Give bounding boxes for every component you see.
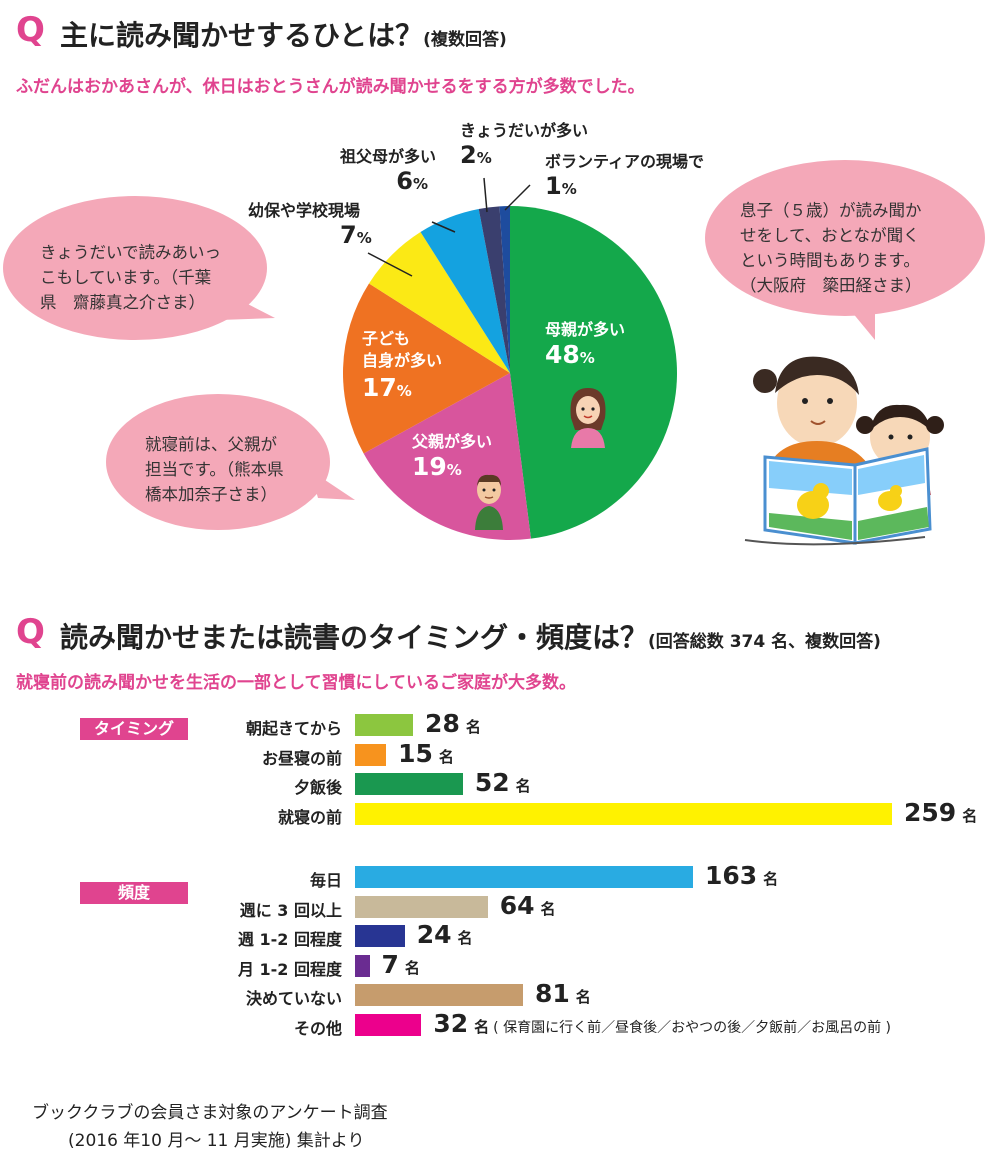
bar-value-0-2: 52 名 (474, 768, 531, 797)
pie-slice-2 (342, 283, 510, 454)
comment-father: 就寝前は、父親が 担当です。（熊本県 橋本加奈子さま） (145, 435, 284, 504)
pie-value-sofubo: 6 (396, 167, 413, 195)
group-tag-1: 頻度 (80, 882, 188, 904)
speech-bubble-left-top (3, 196, 275, 340)
q-mark-2: Q (16, 612, 45, 652)
bar-0-2 (355, 773, 463, 795)
bar-0-0 (355, 714, 414, 736)
bar-0-1 (355, 744, 387, 766)
bar-note: ( 保育園に行く前／昼食後／おやつの後／夕飯前／お風呂の前 ) (493, 1020, 891, 1036)
pie-slice-0 (510, 206, 678, 539)
bar-value-1-4: 81 名 (534, 979, 591, 1008)
pie-label-father: 父親が多い 19% (412, 432, 493, 481)
question-title-text: 主に読み聞かせするひとは？ (60, 19, 424, 52)
bar-1-5 (355, 1014, 422, 1036)
speech-bubble-right (705, 160, 985, 340)
question-title-2: 読み聞かせまたは読書のタイミング・頻度は？(回答総数 374 名、複数回答) (60, 616, 881, 656)
question-note: (回答総数 374 名、複数回答) (648, 632, 881, 652)
bar-label-1-0: 毎日 (309, 871, 342, 890)
pie-slice-6 (499, 206, 510, 373)
question-title-text: 読み聞かせまたは読書のタイミング・頻度は？ (60, 621, 649, 654)
bar-label-0-0: 朝起きてから (245, 719, 342, 738)
pie-label-sofubo: 祖父母が多い 6% (340, 147, 437, 195)
bar-label-0-1: お昼寝の前 (261, 749, 342, 768)
mother-icon (570, 388, 606, 448)
pie-label-school: 幼保や学校現場 7% (248, 201, 372, 249)
pie-label-volunteer: ボランティアの現場で 1% (545, 152, 705, 200)
pie-value-mother: 48 (545, 340, 580, 369)
comment-kyoudai: きょうだいで読みあいっ こもしています。（千葉 県 齋藤真之介さま） (40, 243, 222, 312)
bar-label-1-3: 月 1-2 回程度 (237, 960, 342, 979)
bar-1-2 (355, 925, 405, 947)
bar-1-0 (355, 866, 693, 888)
section-subtitle-2: 就寝前の読み聞かせを生活の一部として習慣にしているご家庭が大多数。 (16, 673, 576, 693)
bar-value-1-0: 163 名 (704, 861, 779, 890)
bar-1-1 (355, 896, 488, 918)
group-tag-0: タイミング (80, 718, 188, 740)
pie-leader-line-2 (483, 177, 488, 213)
question-title-1: 主に読み聞かせするひとは？(複数回答) (60, 14, 507, 54)
pie-value-child: 17 (362, 373, 397, 402)
pie-value-father: 19 (412, 452, 447, 481)
pie-label-kyoudai: きょうだいが多い 2% (460, 121, 589, 169)
footer-period: (2016 年10 月〜 11 月実施) 集計より (68, 1131, 365, 1151)
bar-label-1-5: その他 (293, 1019, 342, 1038)
pie-leader-line-1 (431, 221, 456, 233)
bar-value-1-2: 24 名 (416, 920, 473, 949)
pie-value-school: 7 (340, 221, 357, 249)
bar-1-3 (355, 955, 370, 977)
bar-value-0-3: 259 名 (904, 798, 978, 827)
pie-label-child: 子ども 自身が多い 17% (362, 329, 443, 402)
bar-label-1-2: 週 1-2 回程度 (237, 930, 342, 949)
pie-value-kyoudai: 2 (460, 141, 477, 169)
bar-value-1-1: 64 名 (499, 891, 556, 920)
bar-value-1-5: 32 名( 保育園に行く前／昼食後／おやつの後／夕飯前／お風呂の前 ) (433, 1009, 891, 1038)
footer-source: ブッククラブの会員さま対象のアンケート調査 (32, 1103, 388, 1123)
q-mark-1: Q (16, 10, 45, 50)
bar-label-0-2: 夕飯後 (293, 778, 342, 797)
bar-label-0-3: 就寝の前 (277, 808, 342, 827)
bar-0-3 (355, 803, 892, 825)
pie-leader-line-0 (367, 252, 413, 277)
pie-value-volunteer: 1 (545, 172, 562, 200)
section-subtitle-1: ふだんはおかあさんが、休日はおとうさんが読み聞かせるをする方が多数でした。 (16, 77, 645, 97)
speech-bubble-left-bottom (106, 394, 355, 530)
pie-slice-4 (420, 208, 510, 373)
bar-label-1-1: 週に 3 回以上 (239, 901, 342, 920)
comment-son: 息子（５歳）が読み聞か せをして、おとなが聞く という時間もあります。 （大阪府… (740, 201, 922, 295)
speech-bubbles (3, 160, 985, 530)
family-reading-illustration (744, 356, 944, 546)
pie-label-mother: 母親が多い 48% (545, 320, 626, 369)
bar-value-0-1: 15 名 (398, 739, 454, 768)
pie-slice-3 (368, 231, 510, 373)
question-note: (複数回答) (423, 30, 507, 50)
bar-1-4 (355, 984, 523, 1006)
bar-label-1-4: 決めていない (245, 989, 342, 1008)
bar-value-0-0: 28 名 (425, 709, 481, 738)
pie-leader-line-3 (504, 184, 531, 211)
father-icon (475, 474, 503, 530)
pie-slice-5 (478, 206, 510, 373)
